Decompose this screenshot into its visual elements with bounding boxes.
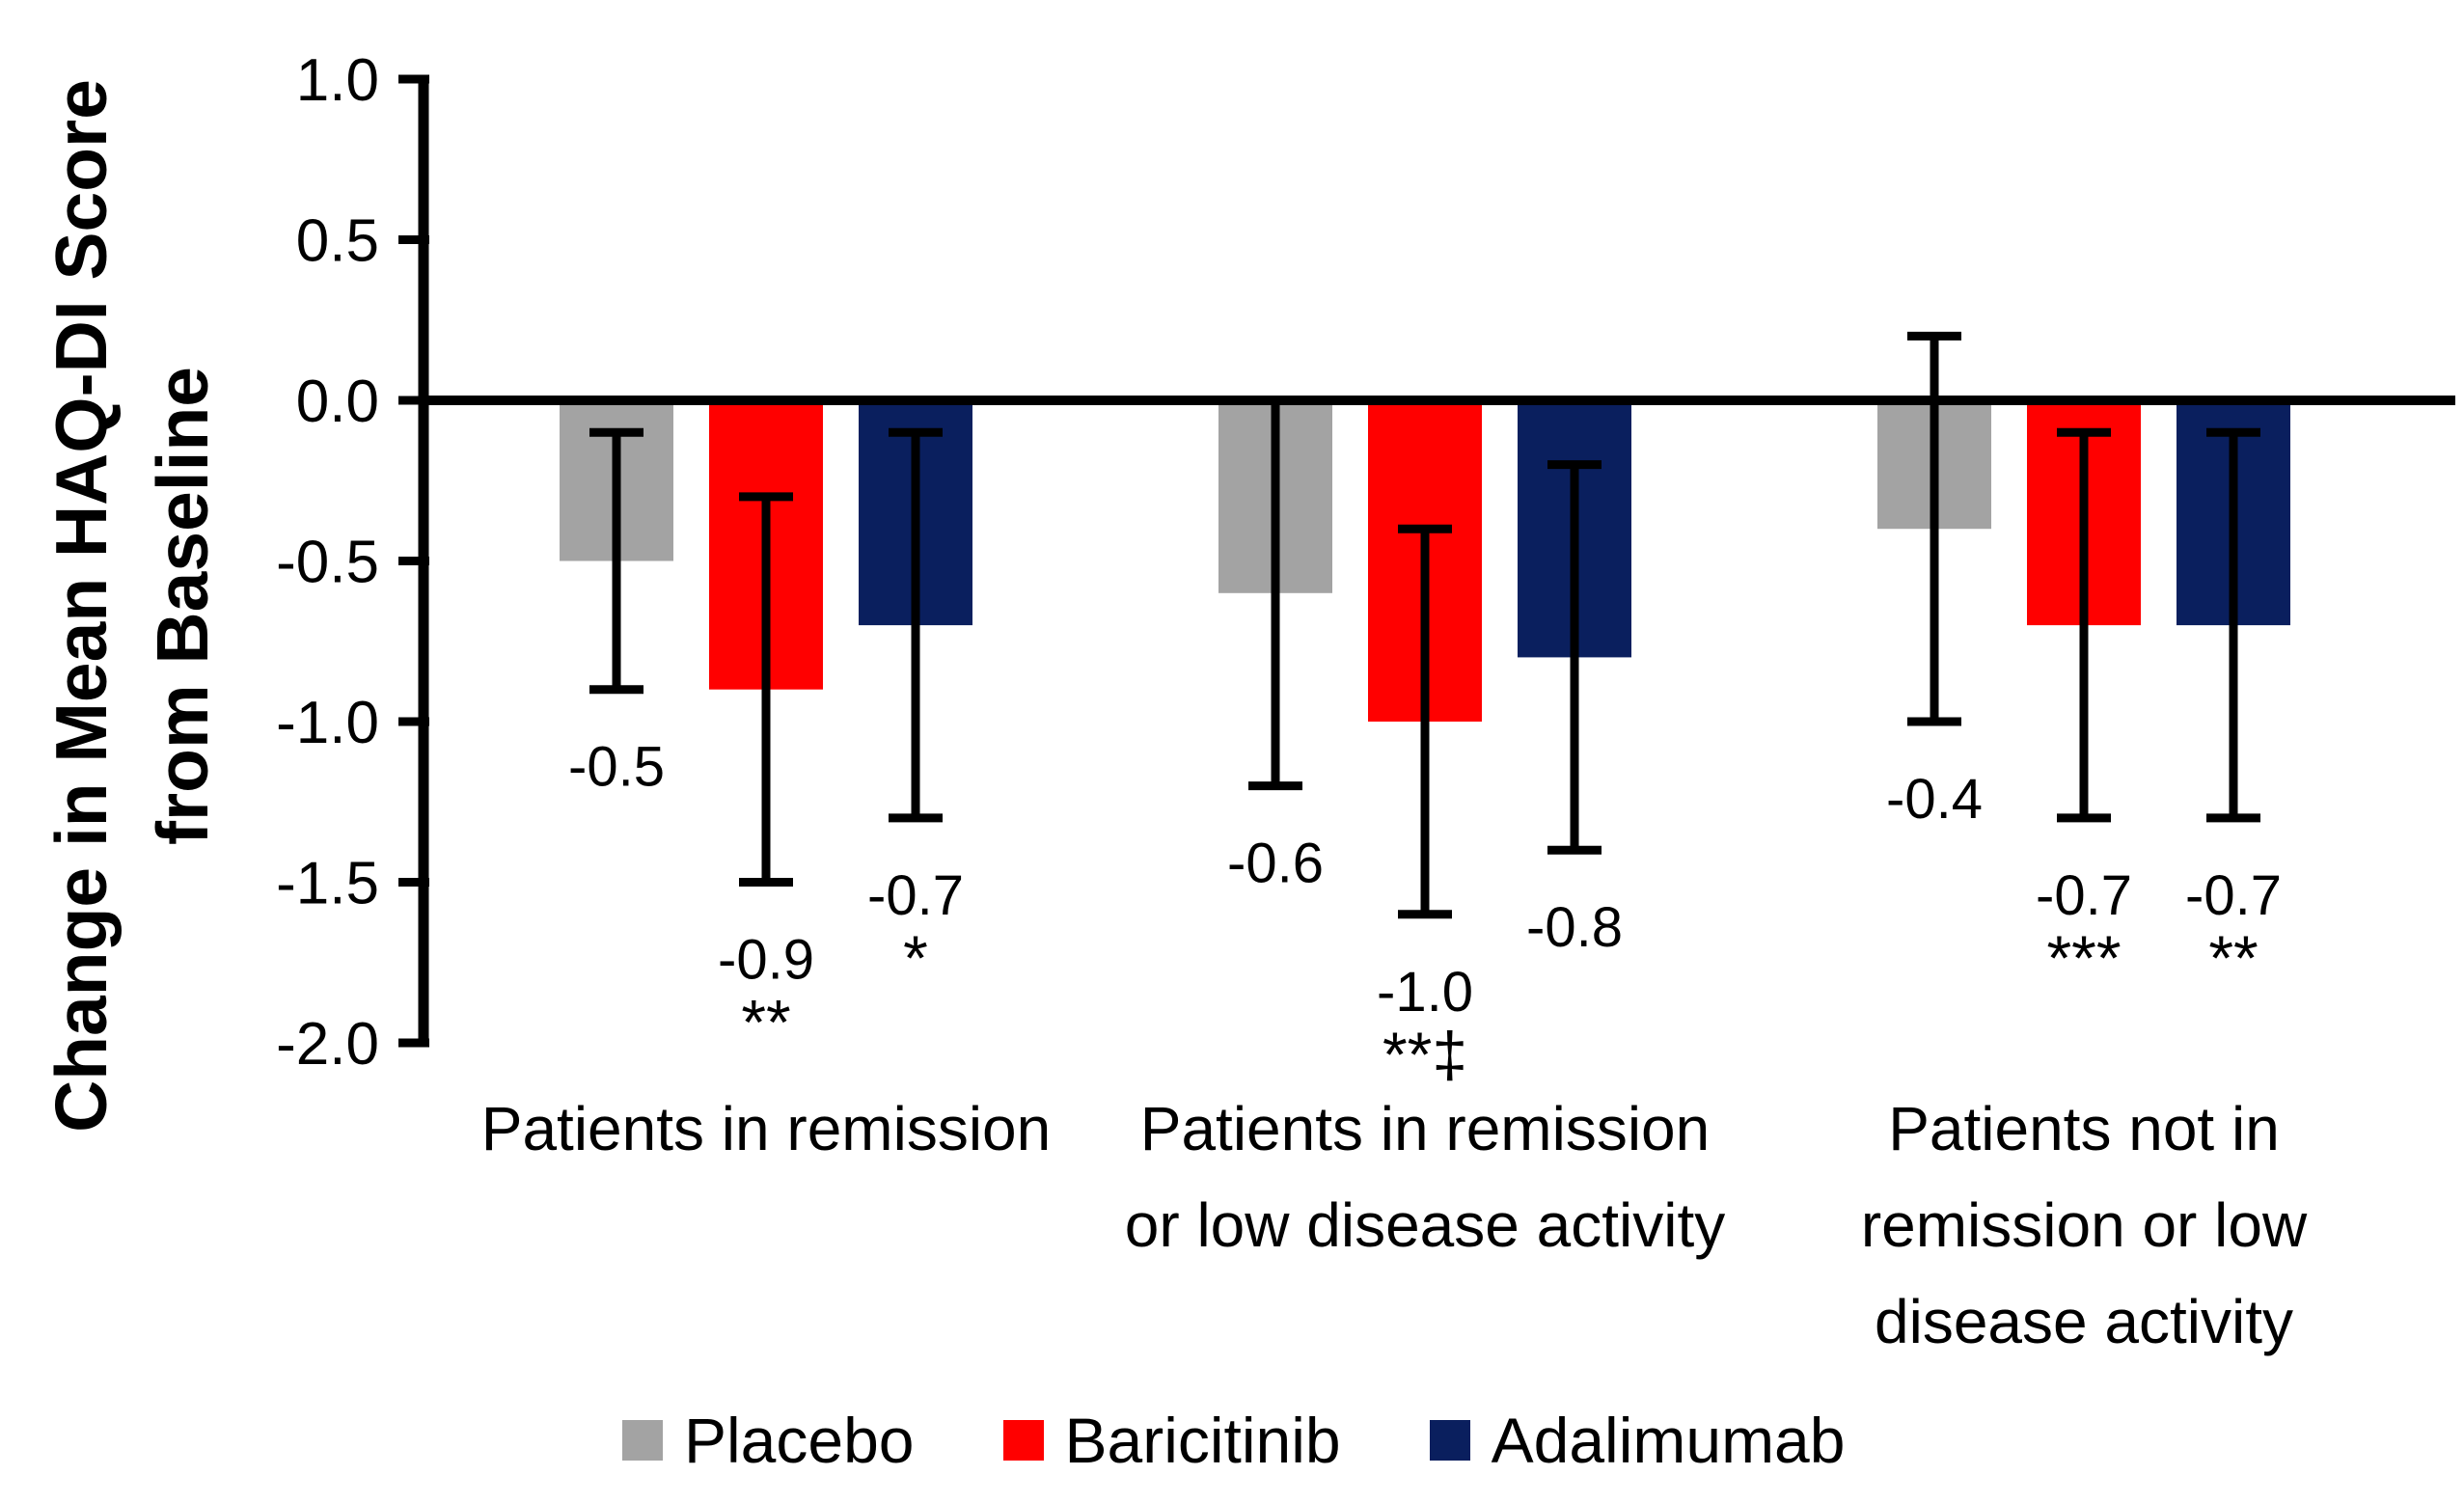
legend-item-placebo: Placebo: [622, 1404, 915, 1477]
value-label-placebo-group2: -0.6: [1227, 833, 1324, 895]
legend-swatch-placebo: [622, 1420, 663, 1461]
legend-label-baricitinib: Baricitinib: [1064, 1405, 1341, 1476]
significance-label-baricitinib-group2: **‡: [1383, 1019, 1467, 1090]
legend-swatch-baricitinib: [1002, 1420, 1044, 1461]
value-label-adalimumab-group1: -0.7: [867, 864, 964, 927]
significance-label-baricitinib-group1: **: [741, 987, 790, 1058]
significance-label-adalimumab-group3: **: [2208, 922, 2258, 994]
legend: Placebo Baricitinib Adalimumab: [622, 1404, 1845, 1477]
value-label-adalimumab-group3: -0.7: [2185, 864, 2282, 927]
category-label-group3-line3: disease activity: [1875, 1287, 2293, 1356]
value-label-placebo-group3: -0.4: [1886, 768, 1983, 831]
value-label-baricitinib-group2: -1.0: [1377, 961, 1473, 1024]
value-label-baricitinib-group3: -0.7: [2036, 864, 2132, 927]
y-tick-label--1.0: -1.0: [276, 690, 379, 756]
legend-label-placebo: Placebo: [684, 1405, 915, 1476]
legend-item-adalimumab: Adalimumab: [1429, 1404, 1846, 1477]
y-tick-label--1.5: -1.5: [276, 851, 379, 917]
y-tick-label--2.0: -2.0: [276, 1011, 379, 1078]
category-label-group2-line1: Patients in remission: [1140, 1094, 1710, 1163]
category-label-group1-line1: Patients in remission: [481, 1094, 1051, 1163]
legend-swatch-adalimumab: [1429, 1420, 1470, 1461]
value-label-adalimumab-group2: -0.8: [1526, 896, 1623, 959]
y-tick-label--0.5: -0.5: [276, 530, 379, 596]
value-label-baricitinib-group1: -0.9: [718, 929, 814, 992]
significance-label-baricitinib-group3: ***: [2046, 922, 2121, 994]
y-tick-label-1.0: 1.0: [296, 47, 379, 114]
y-tick-label-0.5: 0.5: [296, 208, 379, 275]
y-tick-label-0.0: 0.0: [296, 369, 379, 435]
significance-label-adalimumab-group1: *: [903, 922, 928, 994]
legend-item-baricitinib: Baricitinib: [1002, 1404, 1341, 1477]
category-label-group3-line2: remission or low: [1861, 1190, 2308, 1260]
category-label-group3-line1: Patients not in: [1888, 1094, 2280, 1163]
value-label-placebo-group1: -0.5: [568, 736, 665, 799]
category-label-group2-line2: or low disease activity: [1125, 1190, 1725, 1260]
legend-label-adalimumab: Adalimumab: [1491, 1405, 1846, 1476]
